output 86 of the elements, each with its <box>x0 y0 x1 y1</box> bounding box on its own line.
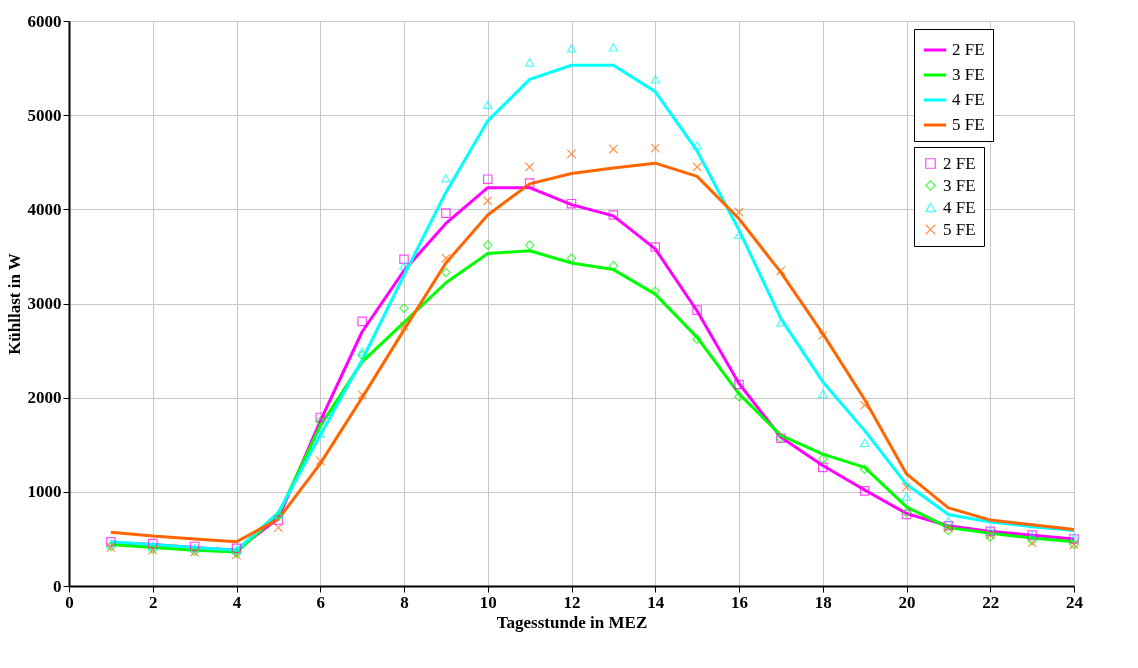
legend-label: 3 FE <box>943 175 976 195</box>
point <box>650 242 661 252</box>
x-tick-label: 14 <box>647 592 665 612</box>
point <box>901 482 912 492</box>
point <box>776 265 786 276</box>
point <box>524 178 535 188</box>
point <box>399 261 409 271</box>
point <box>608 144 619 154</box>
point <box>147 542 158 551</box>
point <box>566 148 577 159</box>
point <box>357 350 367 361</box>
point <box>817 330 828 341</box>
point <box>482 100 493 110</box>
point <box>692 141 702 150</box>
point <box>315 412 326 423</box>
point <box>734 207 744 217</box>
legend-label: 2 FE <box>952 40 985 59</box>
x-tick-label: 18 <box>814 592 832 612</box>
x-tick-label: 8 <box>400 592 409 612</box>
point <box>901 492 912 501</box>
x-tick-label: 6 <box>316 592 325 612</box>
point <box>859 400 870 410</box>
point <box>859 464 870 475</box>
point <box>315 455 326 466</box>
y-tick-label: 2000 <box>27 388 62 408</box>
point <box>943 516 954 526</box>
point <box>482 174 493 184</box>
legend-label: 4 FE <box>952 90 985 109</box>
point <box>524 240 535 250</box>
y-tick-label: 4000 <box>27 199 62 219</box>
point <box>566 198 577 209</box>
x-axis-title: Tagesstunde in MEZ <box>496 612 648 632</box>
point <box>650 75 661 84</box>
point <box>273 522 284 533</box>
point <box>817 389 828 399</box>
point <box>859 438 870 448</box>
legend-label: 5 FE <box>943 219 976 239</box>
x-tick-label: 24 <box>1066 592 1084 612</box>
point <box>524 58 535 67</box>
point <box>566 44 577 53</box>
point <box>692 334 702 345</box>
point <box>608 43 619 52</box>
y-tick-label: 5000 <box>27 105 62 125</box>
y-tick-label: 0 <box>53 576 62 596</box>
point <box>357 390 367 400</box>
point <box>608 210 619 220</box>
point <box>817 462 828 473</box>
point <box>315 416 326 426</box>
point <box>441 253 451 264</box>
point <box>692 305 702 315</box>
point <box>399 321 409 331</box>
point <box>650 143 661 153</box>
point <box>734 379 744 390</box>
point <box>399 254 409 265</box>
x-tick-label: 22 <box>982 592 1000 612</box>
point <box>357 316 367 327</box>
y-tick-label: 1000 <box>27 482 62 502</box>
x-tick-label: 10 <box>479 592 497 612</box>
point <box>650 286 661 297</box>
point <box>776 318 786 327</box>
y-axis-title: Kühllast in W <box>4 253 24 355</box>
point <box>399 303 409 313</box>
point <box>441 208 451 218</box>
point <box>482 196 493 206</box>
y-tick-label: 3000 <box>27 294 62 313</box>
x-tick-label: 16 <box>731 592 748 612</box>
point <box>315 429 326 438</box>
legend-label: 2 FE <box>943 153 976 173</box>
x-tick-label: 4 <box>232 592 242 612</box>
point <box>441 174 451 183</box>
x-tick-label: 12 <box>563 592 581 612</box>
point <box>441 267 451 278</box>
y-tick-label: 6000 <box>27 11 62 31</box>
point <box>357 347 367 356</box>
point <box>692 162 702 172</box>
point <box>817 454 828 464</box>
point <box>482 240 493 250</box>
legend-label: 4 FE <box>943 197 976 217</box>
point <box>734 391 744 402</box>
point <box>273 515 284 525</box>
x-tick-label: 20 <box>898 592 916 612</box>
legend-label: 3 FE <box>952 65 985 84</box>
legend-label: 5 FE <box>952 115 985 134</box>
point <box>524 162 535 172</box>
point <box>859 486 870 496</box>
x-tick-label: 2 <box>149 592 158 612</box>
